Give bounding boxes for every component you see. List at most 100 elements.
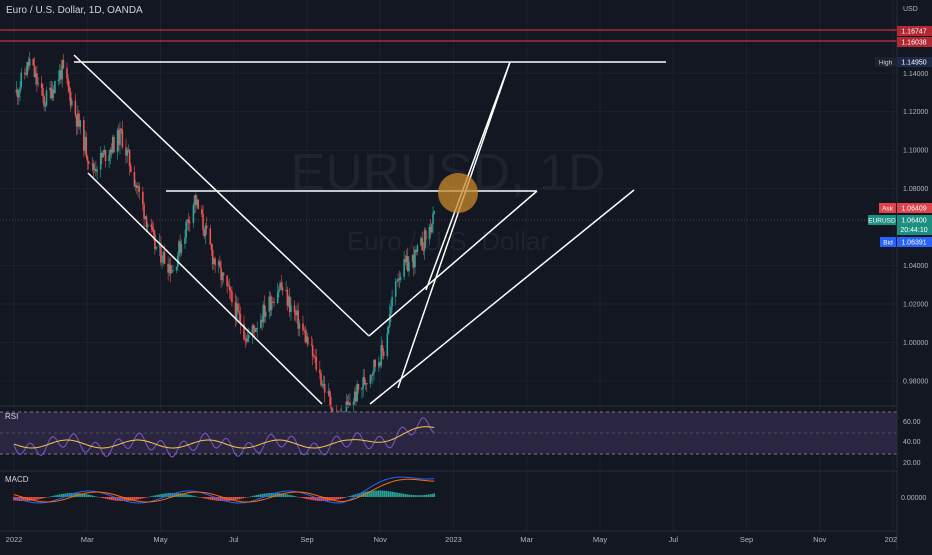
macd-bar [286,494,288,497]
candle-body [322,383,325,385]
macd-bar [34,497,36,501]
price-axis-bg[interactable] [897,0,932,550]
macd-bar [242,497,245,499]
candle-body [154,233,156,250]
candle-body [66,68,68,79]
macd-bar [198,497,201,498]
candle-body [75,115,78,127]
highlight-circle[interactable] [438,173,478,213]
rising-channel-line[interactable] [369,189,635,405]
macd-bar [38,497,40,500]
macd-bar [414,495,416,497]
candle-body [209,228,212,245]
macd-bar [402,493,405,497]
candle-body [378,362,380,367]
macd-bar [261,493,264,497]
candle-body [412,255,415,268]
candle-body [119,128,121,146]
candle-body [161,261,163,263]
macd-bar [162,493,164,497]
candle-body [362,376,364,388]
candle-body [44,105,47,107]
macd-bar [387,491,390,497]
candle-body [403,259,405,277]
candle-body [425,230,427,240]
macd-bar [183,493,185,497]
macd-bar [259,494,262,497]
macd-bar [355,494,357,497]
macd-bar [196,496,199,498]
candle-body [60,70,62,80]
candle-body [262,304,265,323]
breakout-line-1[interactable] [397,61,511,389]
macd-bar [164,493,166,497]
candle-body [285,289,287,291]
macd-bar [389,491,392,497]
macd-bar [240,497,243,499]
candle-body [415,249,417,252]
macd-bar [244,497,246,498]
macd-bar [39,497,42,499]
candle-body [197,199,200,210]
macd-bar [150,496,153,497]
candle-body [91,163,94,165]
macd-bar [95,496,97,497]
candle-body [143,204,145,219]
candle-body [297,310,299,329]
descending-channel-lower[interactable] [87,172,323,405]
macd-bar [194,496,197,497]
macd-bar [123,497,126,502]
candle-body [54,81,56,94]
candle-body [109,149,112,156]
macd-bar [108,497,111,500]
candle-body [374,359,377,367]
macd-bar [166,493,168,497]
candle-body [287,296,290,306]
price-tick: 1.08000 [903,186,928,193]
candle-body [102,152,104,158]
time-label: 2023 [445,535,462,544]
descending-channel-upper[interactable] [73,54,370,337]
time-label: 2024 [885,535,902,544]
candle-body [127,149,130,151]
candle-body [272,301,274,303]
time-label: Nov [813,535,827,544]
candle-body [372,372,374,376]
chart-title[interactable]: Euro / U.S. Dollar, 1D, OANDA [6,5,143,16]
candle-body [397,278,399,282]
macd-bar [122,497,124,502]
candle-body [219,261,221,268]
candle-body [366,383,368,384]
candle-body [227,285,230,287]
candle-body [404,259,407,263]
macd-bar [229,497,231,501]
symbol-tag-bg [868,215,896,225]
macd-bar [234,497,237,500]
candle-body [239,314,242,325]
candle-body [380,345,383,366]
macd-bar [70,492,73,497]
macd-bar [353,494,355,497]
candle-body [352,401,355,406]
macd-bar [236,497,239,500]
macd-bar [188,494,191,497]
macd-bar [173,492,176,497]
candle-body [268,296,271,312]
macd-bar [36,497,38,500]
candle-body [381,345,384,352]
macd-bar [303,497,306,499]
macd-bar [280,493,283,497]
macd-bar [376,490,378,497]
candle-body [433,211,436,214]
red-price-tag-2 [897,37,932,47]
candle-body [327,391,330,393]
macd-bar [160,494,162,497]
macd-bar [416,495,418,497]
time-axis[interactable]: 2022 Mar May Jul Sep Nov 2023 Mar May Jul Sep Nov 20… [6,535,902,544]
triangle-leg[interactable] [368,190,538,337]
macd-bar [185,494,187,497]
macd-bar [425,494,428,497]
macd-bar [255,495,258,497]
macd-bar [324,497,327,502]
